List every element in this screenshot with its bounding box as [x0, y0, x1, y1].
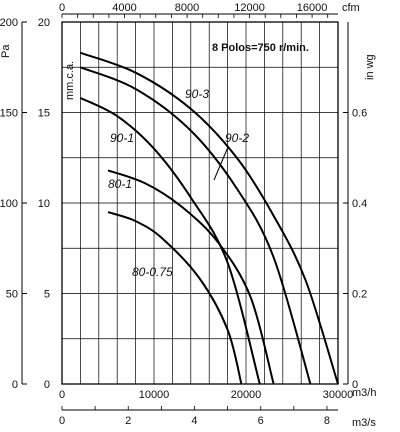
left-mm-axis-ticks: 0 5 10 15 20: [38, 17, 50, 391]
left-mm-tick-label: 20: [38, 17, 50, 29]
bottom-m3h-tick-label: 20000: [231, 389, 262, 401]
left-pa-tick-label: 100: [0, 198, 18, 210]
top-axis-unit: cfm: [342, 2, 360, 14]
speed-annotation: 8 Polos=750 r/min.: [212, 42, 309, 54]
left-mm-tick-label: 5: [44, 289, 50, 301]
bottom-m3h-tick-label: 10000: [139, 389, 170, 401]
right-axis-unit: in wg: [364, 54, 376, 80]
right-tick-label: 0: [352, 379, 358, 391]
left-pa-tick-label: 50: [6, 289, 18, 301]
bottom-m3h-unit: m3/h: [352, 387, 376, 399]
left-pa-tick-label: 150: [0, 108, 18, 120]
top-tick-label: 4000: [112, 2, 136, 14]
bottom-m3s-unit: m3/s: [352, 417, 376, 429]
curve-90-2: [80, 66, 312, 385]
left-pa-unit: Pa: [0, 44, 12, 58]
plot-frame: [61, 21, 339, 385]
left-mm-tick-label: 15: [38, 108, 50, 120]
curve-90-1: [79, 97, 261, 385]
curve-80-0-75: [107, 211, 243, 385]
series-label-90-2-leader: [213, 146, 229, 181]
right-tick-label: 0.2: [352, 289, 367, 301]
bottom-m3s-tick-label: 2: [125, 415, 131, 427]
series-label-90-3: 90-3: [185, 87, 209, 101]
bottom-m3s-axis-ticks: 0 2 4 6 8: [59, 406, 330, 427]
left-pa-axis-ticks: 0 50 100 150 200: [0, 17, 27, 391]
top-tick-label: 16000: [297, 2, 328, 14]
right-tick-label: 0.6: [352, 108, 367, 120]
top-tick-label: 8000: [175, 2, 199, 14]
series-label-80-0-75: 80-0.75: [132, 265, 173, 279]
left-mm-unit: mm.c.a.: [64, 61, 76, 100]
bottom-m3h-tick-label: 0: [59, 389, 65, 401]
series-label-80-1: 80-1: [108, 177, 132, 191]
bottom-m3s-tick-label: 6: [258, 415, 264, 427]
top-tick-label: 0: [59, 2, 65, 14]
bottom-m3s-tick-label: 8: [324, 415, 330, 427]
series-label-90-2: 90-2: [225, 131, 249, 145]
bottom-m3h-axis-ticks: 0 10000 20000 30000: [59, 389, 353, 401]
top-tick-label: 12000: [234, 2, 265, 14]
bottom-m3h-tick-label: 30000: [323, 389, 354, 401]
fan-curves: [79, 51, 339, 385]
series-label-90-1: 90-1: [110, 131, 134, 145]
curve-80-1: [107, 169, 275, 385]
bottom-m3s-tick-label: 0: [59, 415, 65, 427]
right-tick-label: 0.4: [352, 198, 367, 210]
left-mm-tick-label: 0: [44, 379, 50, 391]
curve-90-3: [80, 51, 339, 385]
left-pa-tick-label: 200: [0, 17, 18, 29]
left-mm-tick-label: 10: [38, 198, 50, 210]
bottom-m3s-tick-label: 4: [191, 415, 197, 427]
right-axis-ticks: 0 0.2 0.4 0.6: [343, 108, 367, 391]
left-pa-tick-label: 0: [12, 379, 18, 391]
top-axis-ticks: 0 4000 8000 12000 16000: [59, 2, 329, 18]
